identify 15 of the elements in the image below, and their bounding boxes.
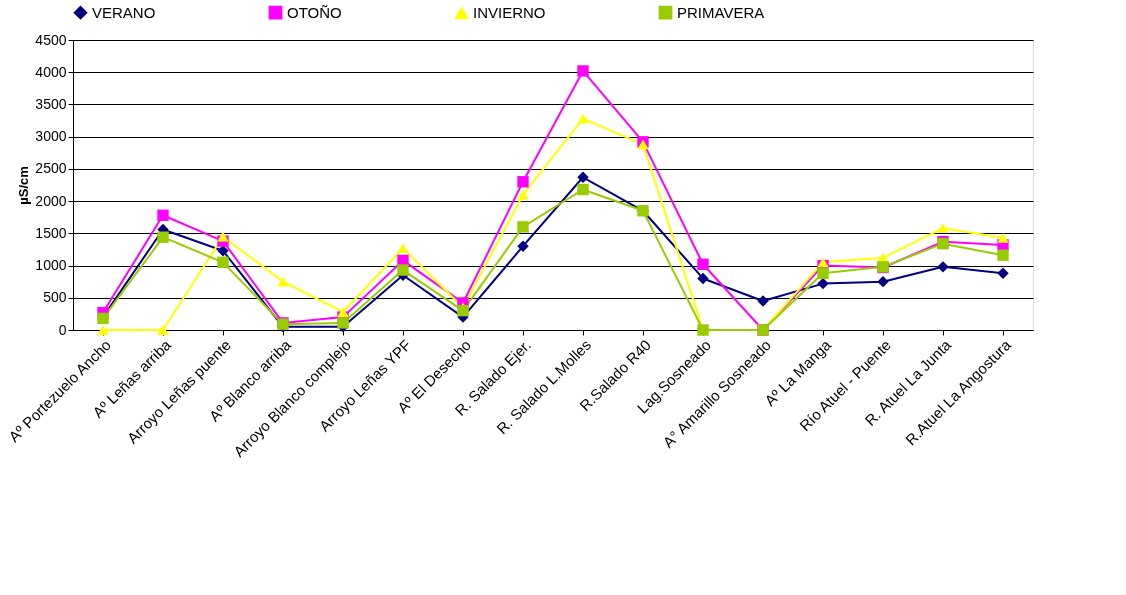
y-tick-label: 3000 [35, 128, 67, 145]
y-tick-label: 2500 [35, 160, 67, 177]
y-tick-label: 1000 [35, 257, 67, 274]
legend-label: INVIERNO [473, 4, 546, 22]
y-tick-label: 500 [43, 289, 67, 306]
y-tick-label: 0 [58, 321, 67, 338]
y-axis-title: µS/cm [16, 166, 32, 205]
legend-label: VERANO [92, 3, 156, 21]
legend-label: OTOÑO [287, 3, 342, 21]
legend-label: PRIMAVERA [677, 3, 765, 21]
y-tick-label: 4000 [35, 63, 67, 80]
y-tick-label: 2000 [35, 192, 67, 209]
y-tick-label: 3500 [35, 95, 67, 112]
y-tick-label: 1500 [35, 224, 67, 241]
y-tick-label: 4500 [35, 31, 67, 48]
